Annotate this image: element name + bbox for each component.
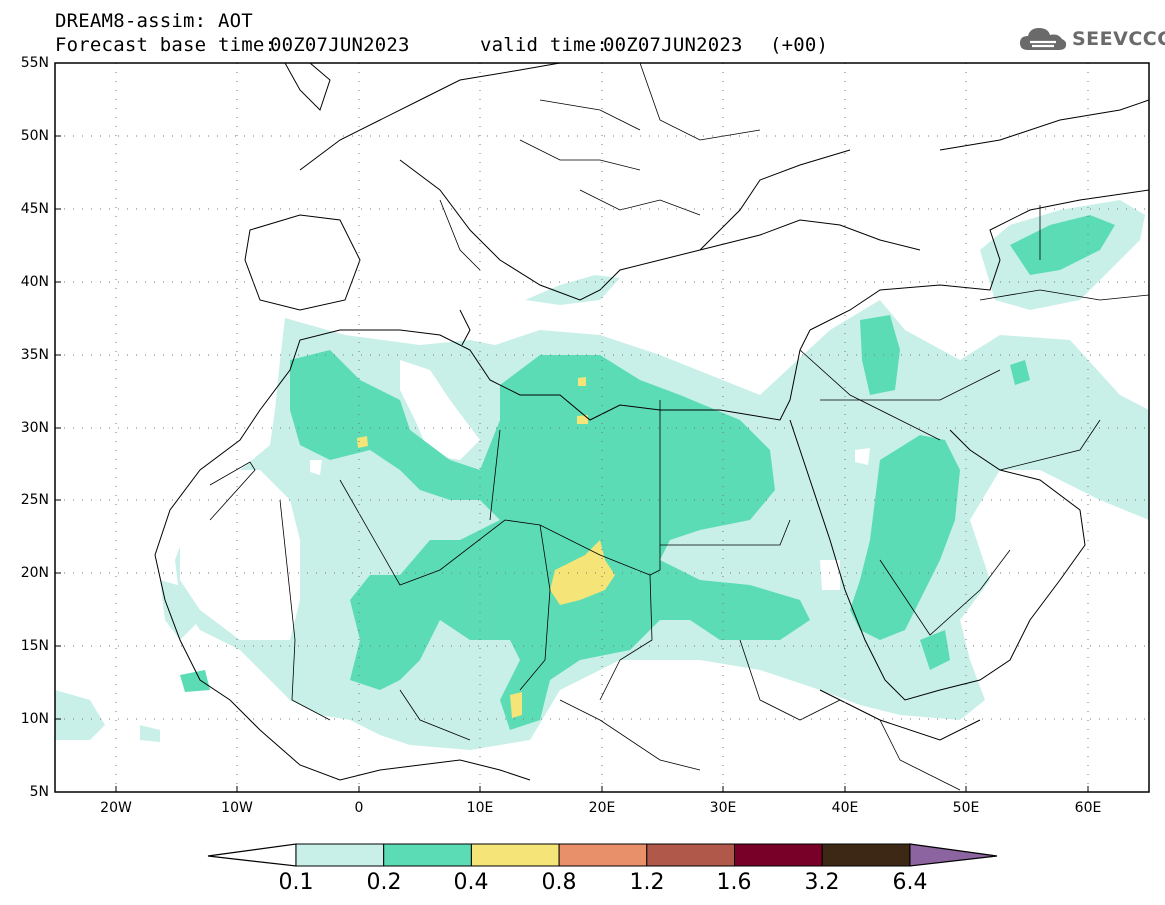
colorbar-label-3.2: 3.2 [804,870,840,895]
colorbar [207,843,998,867]
colorbar-label-0.1: 0.1 [278,870,314,895]
lon-label-20w: 20W [100,800,132,816]
colorbar-bin-5 [646,843,735,867]
lat-label-15n: 15N [20,638,49,654]
colorbar-bin-2 [383,843,472,867]
lat-label-50n: 50N [20,128,49,144]
lat-label-35n: 35N [20,347,49,363]
colorbar-bin-4 [558,843,648,867]
cloud-logo-icon [1020,28,1067,50]
colorbar-bin-7 [821,843,911,867]
aot-level-0.4 [357,377,615,718]
colorbar-label-0.4: 0.4 [453,870,489,895]
lat-label-20n: 20N [20,565,49,581]
map-title: DREAM8-assim: AOT [55,10,253,32]
lat-label-45n: 45N [20,201,49,217]
aot-level-0.2 [180,215,1115,730]
lon-label-40e: 40E [831,800,859,816]
aot-contours [55,200,1149,750]
aot-low-areas [180,360,870,640]
forecast-base-value: 00Z07JUN2023 [270,34,410,56]
lat-label-55n: 55N [20,55,49,71]
lat-label-40n: 40N [20,274,49,290]
lon-label-10e: 10E [466,800,494,816]
colorbar-bin-6 [734,843,823,867]
lon-label-60e: 60E [1074,800,1102,816]
lon-label-0: 0 [354,800,364,816]
forecast-base-label: Forecast base time: [55,34,277,56]
lat-label-25n: 25N [20,492,49,508]
lon-label-10w: 10W [221,800,253,816]
colorbar-label-0.8: 0.8 [541,870,577,895]
colorbar-label-1.6: 1.6 [716,870,752,895]
logo-text: SEEVCCC [1072,28,1165,50]
lat-label-30n: 30N [20,420,49,436]
colorbar-bin-1 [295,843,385,867]
axis-ticks [55,135,1089,792]
colorbar-right-arrow [909,843,998,867]
valid-time-label: valid time: [480,34,609,56]
colorbar-label-6.4: 6.4 [892,870,928,895]
colorbar-label-0.2: 0.2 [366,870,402,895]
seevccc-logo: SEEVCCC [1018,24,1165,54]
lon-label-20e: 20E [588,800,616,816]
valid-time-step: (+00) [770,34,829,56]
lat-label-10n: 10N [20,711,49,727]
colorbar-label-1.2: 1.2 [629,870,665,895]
coastlines [154,63,1149,781]
lon-label-50e: 50E [952,800,980,816]
lat-label-5n: 5N [29,784,49,800]
country-borders [209,63,1149,791]
colorbar-left-arrow [207,843,297,867]
lon-label-30e: 30E [709,800,737,816]
colorbar-bin-3 [470,843,560,867]
valid-time-value: 00Z07JUN2023 [603,34,743,56]
